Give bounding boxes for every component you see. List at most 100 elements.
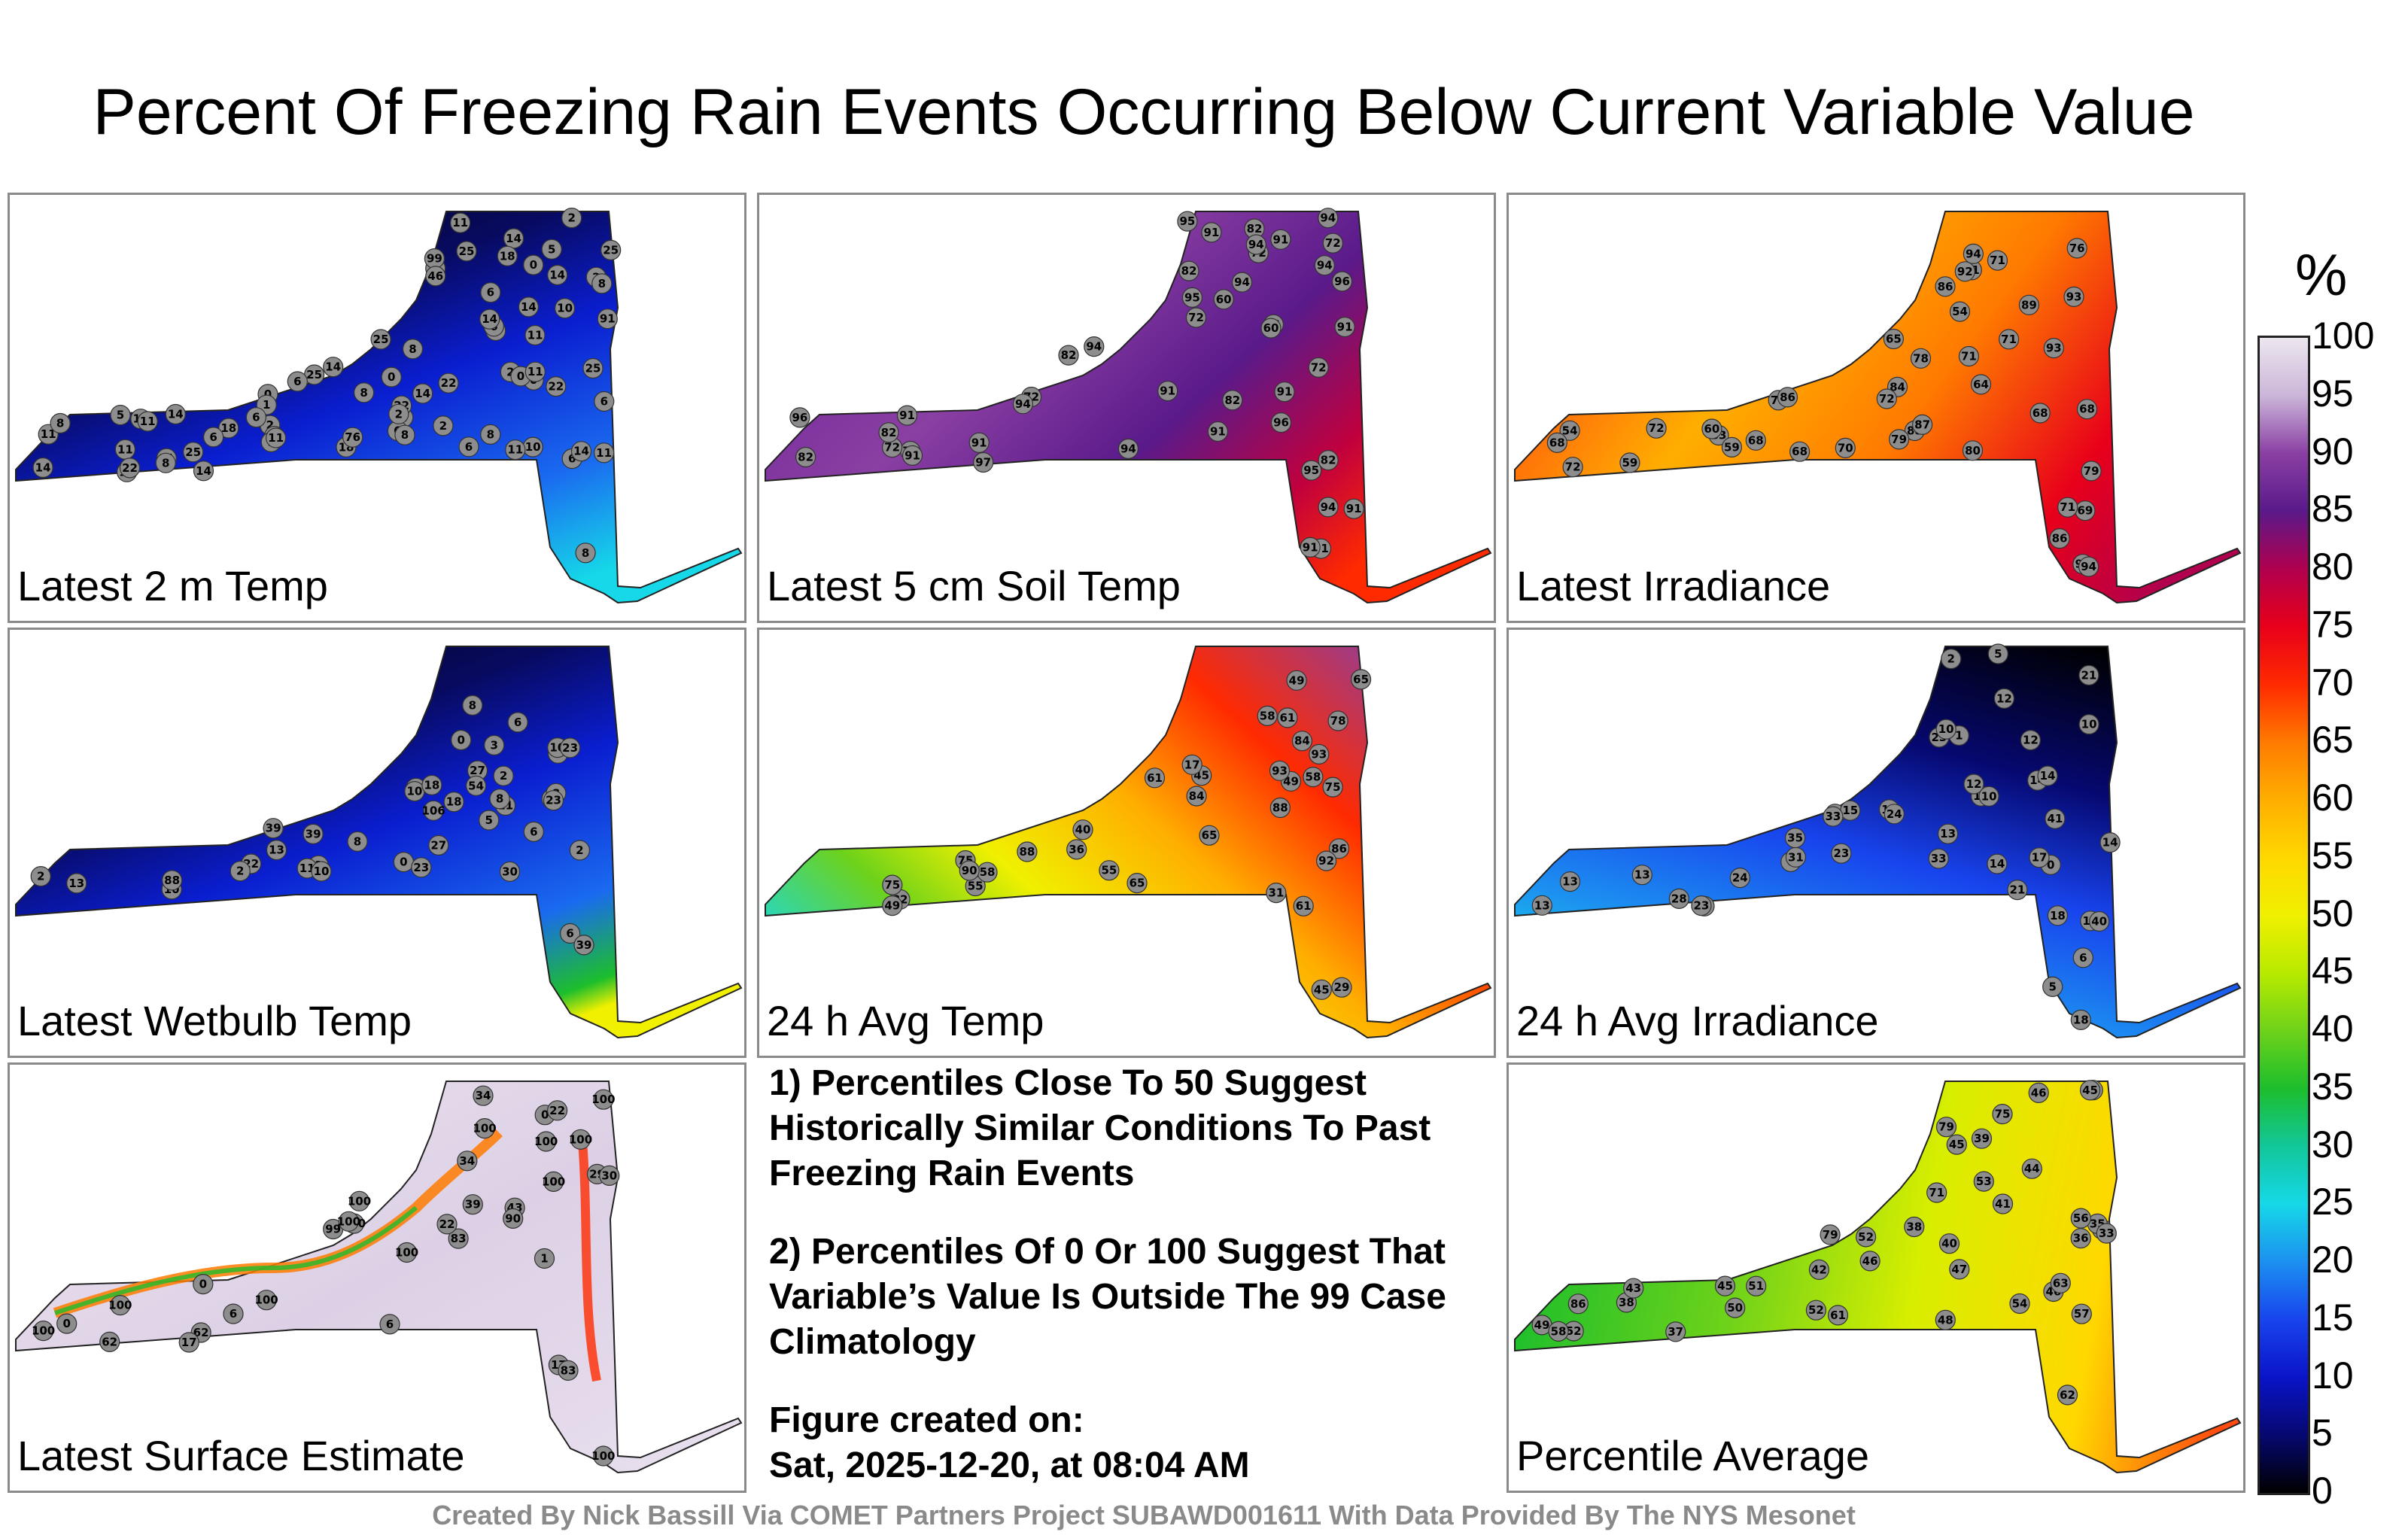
map-2m-temp: 2226102600212010181414222522141411648111… bbox=[15, 208, 743, 604]
station-marker bbox=[2066, 238, 2087, 259]
station-value: 86 bbox=[2052, 532, 2068, 546]
station-value: 11 bbox=[528, 365, 543, 378]
station-value: 14 bbox=[573, 445, 589, 458]
station-marker bbox=[379, 1314, 400, 1335]
station-marker bbox=[561, 208, 582, 229]
station-marker bbox=[456, 241, 477, 262]
station-marker bbox=[155, 452, 176, 473]
station-value: 93 bbox=[2046, 342, 2062, 355]
station-value: 6 bbox=[2079, 951, 2087, 965]
station-marker bbox=[523, 821, 544, 842]
panel-label: Latest Irradiance bbox=[1516, 562, 1831, 609]
station-value: 0 bbox=[2047, 858, 2054, 871]
station-marker bbox=[600, 239, 622, 261]
station-marker bbox=[421, 774, 442, 795]
station-value: 93 bbox=[2066, 290, 2082, 303]
station-marker bbox=[178, 1332, 199, 1353]
station-value: 45 bbox=[1949, 1138, 1965, 1151]
station-marker bbox=[1805, 1299, 1826, 1321]
station-marker bbox=[2020, 730, 2042, 751]
station-marker bbox=[896, 405, 918, 426]
station-marker bbox=[1971, 1128, 1993, 1149]
station-marker bbox=[119, 457, 141, 479]
station-value: 61 bbox=[1830, 1309, 1846, 1322]
colorbar-tick: 5 bbox=[2312, 1412, 2333, 1454]
station-value: 25 bbox=[603, 243, 619, 257]
station-value: 17 bbox=[1184, 758, 1200, 771]
station-marker bbox=[2079, 1080, 2101, 1101]
station-marker bbox=[582, 357, 604, 379]
station-value: 38 bbox=[1906, 1220, 1922, 1234]
station-marker bbox=[1099, 860, 1120, 881]
station-value: 44 bbox=[2024, 1162, 2040, 1175]
station-marker bbox=[1941, 648, 1962, 670]
station-marker bbox=[1274, 381, 1295, 403]
station-marker bbox=[1884, 804, 1905, 825]
station-value: 88 bbox=[1272, 801, 1288, 815]
station-value: 79 bbox=[1823, 1228, 1838, 1242]
station-value: 94 bbox=[1120, 442, 1136, 455]
station-value: 37 bbox=[1668, 1325, 1683, 1339]
station-value: 30 bbox=[601, 1169, 617, 1182]
station-marker bbox=[1938, 1233, 1960, 1254]
station-value: 91 bbox=[1303, 540, 1318, 554]
station-value: 6 bbox=[514, 716, 521, 729]
station-marker bbox=[1269, 760, 1291, 781]
station-marker bbox=[137, 411, 158, 432]
note-2: 2) Percentiles Of 0 Or 100 Suggest That … bbox=[769, 1232, 1446, 1362]
station-marker bbox=[968, 432, 990, 453]
station-value: 14 bbox=[549, 269, 565, 282]
station-marker bbox=[1213, 289, 1234, 310]
colorbar-tick: 40 bbox=[2312, 1008, 2354, 1050]
station-value: 14 bbox=[482, 312, 497, 326]
station-value: 71 bbox=[1961, 350, 1977, 363]
station-marker bbox=[193, 460, 214, 482]
station-marker bbox=[1017, 841, 1038, 862]
station-marker bbox=[1823, 806, 1844, 827]
station-markers: 6831001003401390029992222630100100100171… bbox=[32, 1085, 620, 1467]
station-marker bbox=[1998, 329, 2020, 350]
station-value: 75 bbox=[1995, 1108, 2011, 1121]
station-value: 71 bbox=[2060, 500, 2075, 514]
station-value: 100 bbox=[348, 1194, 371, 1208]
station-value: 33 bbox=[2099, 1226, 2115, 1240]
station-value: 69 bbox=[2077, 504, 2093, 518]
station-value: 95 bbox=[1303, 464, 1319, 477]
station-value: 61 bbox=[1147, 771, 1163, 785]
station-value: 2 bbox=[395, 407, 403, 421]
station-value: 0 bbox=[388, 370, 395, 384]
station-value: 49 bbox=[1534, 1318, 1550, 1332]
station-value: 60 bbox=[1263, 321, 1279, 335]
station-marker bbox=[1311, 979, 1332, 1000]
station-marker bbox=[1144, 768, 1166, 789]
station-value: 27 bbox=[470, 764, 485, 777]
station-marker bbox=[2078, 713, 2099, 735]
station-marker bbox=[1789, 441, 1811, 462]
station-value: 68 bbox=[1748, 433, 1764, 447]
station-value: 76 bbox=[2069, 242, 2085, 255]
station-marker bbox=[1301, 460, 1322, 481]
station-value: 10 bbox=[1938, 722, 1954, 736]
station-marker bbox=[1266, 883, 1287, 904]
station-marker bbox=[959, 860, 980, 881]
panel-24h-avg-temp: 6561658258554549844058554961758878657584… bbox=[757, 628, 1496, 1058]
colorbar-tick: 100 bbox=[2312, 315, 2375, 357]
station-value: 58 bbox=[1260, 709, 1275, 722]
station-value: 8 bbox=[469, 698, 476, 712]
station-value: 14 bbox=[2040, 769, 2056, 783]
station-value: 100 bbox=[395, 1246, 418, 1260]
station-value: 100 bbox=[473, 1122, 496, 1135]
station-value: 40 bbox=[1075, 823, 1091, 837]
station-marker bbox=[99, 1331, 120, 1352]
station-marker bbox=[2078, 664, 2099, 686]
station-marker bbox=[2043, 338, 2064, 359]
station-marker bbox=[507, 712, 528, 733]
station-marker bbox=[1729, 868, 1750, 889]
station-value: 39 bbox=[266, 822, 281, 835]
station-value: 0 bbox=[457, 734, 464, 747]
colorbar-tick: 20 bbox=[2312, 1239, 2354, 1281]
station-value: 29 bbox=[1334, 980, 1350, 994]
station-value: 40 bbox=[1941, 1237, 1957, 1251]
panel-surface-estimate: 6831001003401390029992222630100100100171… bbox=[8, 1062, 746, 1493]
station-value: 6 bbox=[209, 430, 217, 444]
